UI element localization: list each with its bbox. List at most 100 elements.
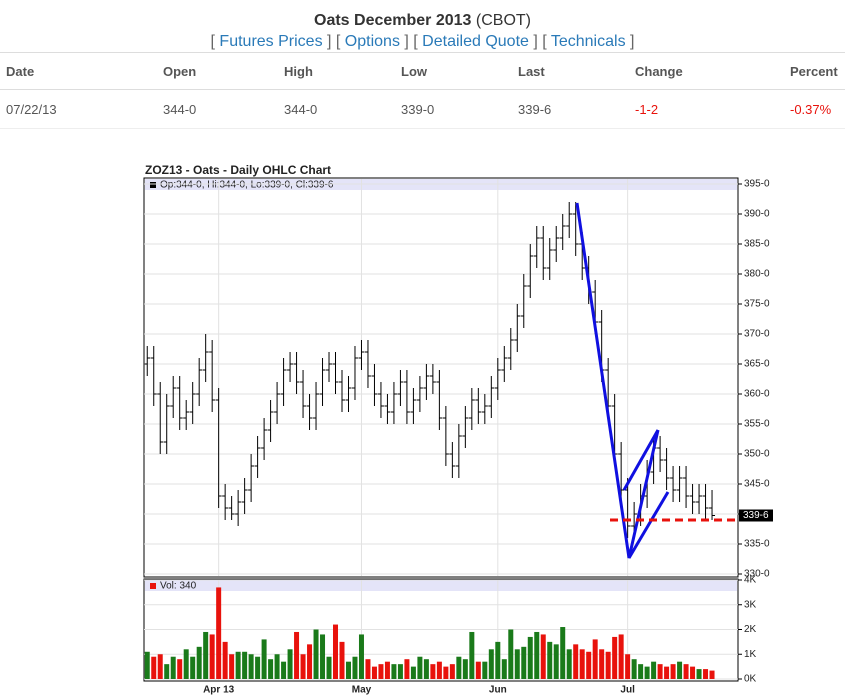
column-header: Percent bbox=[784, 52, 845, 90]
volume-bar bbox=[579, 649, 585, 679]
last-label: 339-6 bbox=[743, 510, 769, 521]
volume-bar bbox=[638, 664, 644, 679]
volume-bar bbox=[547, 641, 553, 679]
x-tick-label: Jul bbox=[620, 685, 635, 696]
volume-bar bbox=[307, 644, 313, 679]
volume-bar bbox=[690, 666, 696, 679]
y-tick-label: 365-0 bbox=[744, 359, 770, 370]
y-tick-label: 345-0 bbox=[744, 479, 770, 490]
cell: 344-0 bbox=[278, 89, 395, 129]
volume-bar bbox=[164, 664, 170, 679]
volume-bar bbox=[508, 629, 514, 679]
volume-bar bbox=[625, 654, 631, 679]
volume-bar bbox=[423, 659, 429, 679]
legend-key bbox=[150, 182, 156, 188]
volume-bar bbox=[514, 649, 520, 679]
volume-bar bbox=[709, 670, 715, 679]
y-tick-label: 1K bbox=[744, 649, 757, 660]
legend: Op:344-0, Hi:344-0, Lo:339-0, Cl:339-6 bbox=[160, 180, 334, 191]
volume-bar bbox=[255, 656, 261, 679]
volume-bar bbox=[294, 631, 300, 679]
volume-bar bbox=[495, 641, 501, 679]
y-tick-label: 385-0 bbox=[744, 239, 770, 250]
volume-bar bbox=[475, 661, 481, 679]
volume-bar bbox=[488, 649, 494, 679]
title: Oats December 2013 bbox=[314, 12, 472, 29]
nav-link[interactable]: Detailed Quote bbox=[422, 33, 529, 50]
nav-link[interactable]: Futures Prices bbox=[219, 33, 323, 50]
volume-bar bbox=[683, 664, 689, 679]
nav-links: [ Futures Prices ] [ Options ] [ Detaile… bbox=[210, 33, 635, 50]
volume-bar bbox=[417, 656, 423, 679]
cell: -1-2 bbox=[629, 89, 784, 129]
column-header: Low bbox=[395, 52, 512, 90]
volume-bar bbox=[664, 666, 670, 679]
volume-bar bbox=[190, 656, 196, 679]
volume-bar bbox=[651, 661, 657, 679]
quote-row: 07/22/13 344-0 344-0 339-0 339-6 -1-2 -0.37% bbox=[0, 89, 845, 129]
volume-bar bbox=[196, 646, 202, 679]
volume-bar bbox=[605, 651, 611, 679]
cell: 339-0 bbox=[395, 89, 512, 129]
y-tick-label: 3K bbox=[744, 599, 757, 610]
volume-bar bbox=[703, 669, 709, 679]
volume-bar bbox=[449, 664, 455, 679]
nav-link[interactable]: Options bbox=[344, 33, 400, 50]
volume-bar bbox=[553, 644, 559, 679]
column-header: Open bbox=[157, 52, 278, 90]
volume-bar bbox=[274, 654, 280, 679]
volume-bar bbox=[151, 656, 157, 679]
volume-bar bbox=[469, 631, 475, 679]
volume-bar bbox=[462, 659, 468, 679]
cell: 339-6 bbox=[512, 89, 629, 129]
y-tick-label: 330-0 bbox=[744, 569, 770, 580]
volume-bar bbox=[157, 654, 163, 679]
x-tick-label: Apr 13 bbox=[203, 685, 235, 696]
volume-bar bbox=[339, 641, 345, 679]
volume-bar bbox=[326, 656, 332, 679]
volume-bar bbox=[534, 631, 540, 679]
volume-bar bbox=[209, 634, 215, 679]
column-header: High bbox=[278, 52, 395, 90]
column-header: Date bbox=[0, 52, 157, 90]
cell: -0.37% bbox=[784, 89, 845, 129]
nav-link[interactable]: Technicals bbox=[550, 33, 626, 50]
volume-bar bbox=[248, 654, 254, 679]
header-title: Oats December 2013 (CBOT) bbox=[0, 12, 845, 30]
y-tick-label: 375-0 bbox=[744, 299, 770, 310]
volume-bar bbox=[612, 636, 618, 679]
trend-line bbox=[622, 429, 660, 491]
volume-bar bbox=[657, 664, 663, 679]
volume-bar bbox=[436, 661, 442, 679]
volume-bar bbox=[235, 651, 241, 679]
volume-bar bbox=[677, 661, 683, 679]
volume-bar bbox=[443, 666, 449, 679]
y-tick-label: 4K bbox=[744, 575, 757, 586]
column-header: Change bbox=[629, 52, 784, 90]
volume-bar bbox=[177, 659, 183, 679]
volume-bar bbox=[378, 664, 384, 679]
y-tick-label: 370-0 bbox=[744, 329, 770, 340]
volume-bar bbox=[371, 666, 377, 679]
volume-bar bbox=[592, 639, 598, 679]
volume-bar bbox=[482, 661, 488, 679]
volume-bar bbox=[268, 659, 274, 679]
volume-bar bbox=[384, 661, 390, 679]
legend: Vol: 340 bbox=[160, 581, 197, 592]
volume-bar bbox=[696, 669, 702, 679]
cell: 07/22/13 bbox=[0, 89, 157, 129]
x-tick-label: Jun bbox=[489, 685, 507, 696]
last-tag bbox=[739, 509, 773, 522]
volume-bar bbox=[670, 664, 676, 679]
column-header: Last bbox=[512, 52, 629, 90]
volume-bar bbox=[300, 654, 306, 679]
volume-bar bbox=[410, 666, 416, 679]
volume-bar bbox=[216, 587, 222, 679]
volume-bar bbox=[527, 636, 533, 679]
volume-bar bbox=[313, 629, 319, 679]
legend-key bbox=[150, 583, 156, 589]
volume-bar bbox=[242, 651, 248, 679]
volume-bar bbox=[222, 641, 228, 679]
volume-bar bbox=[144, 651, 150, 679]
